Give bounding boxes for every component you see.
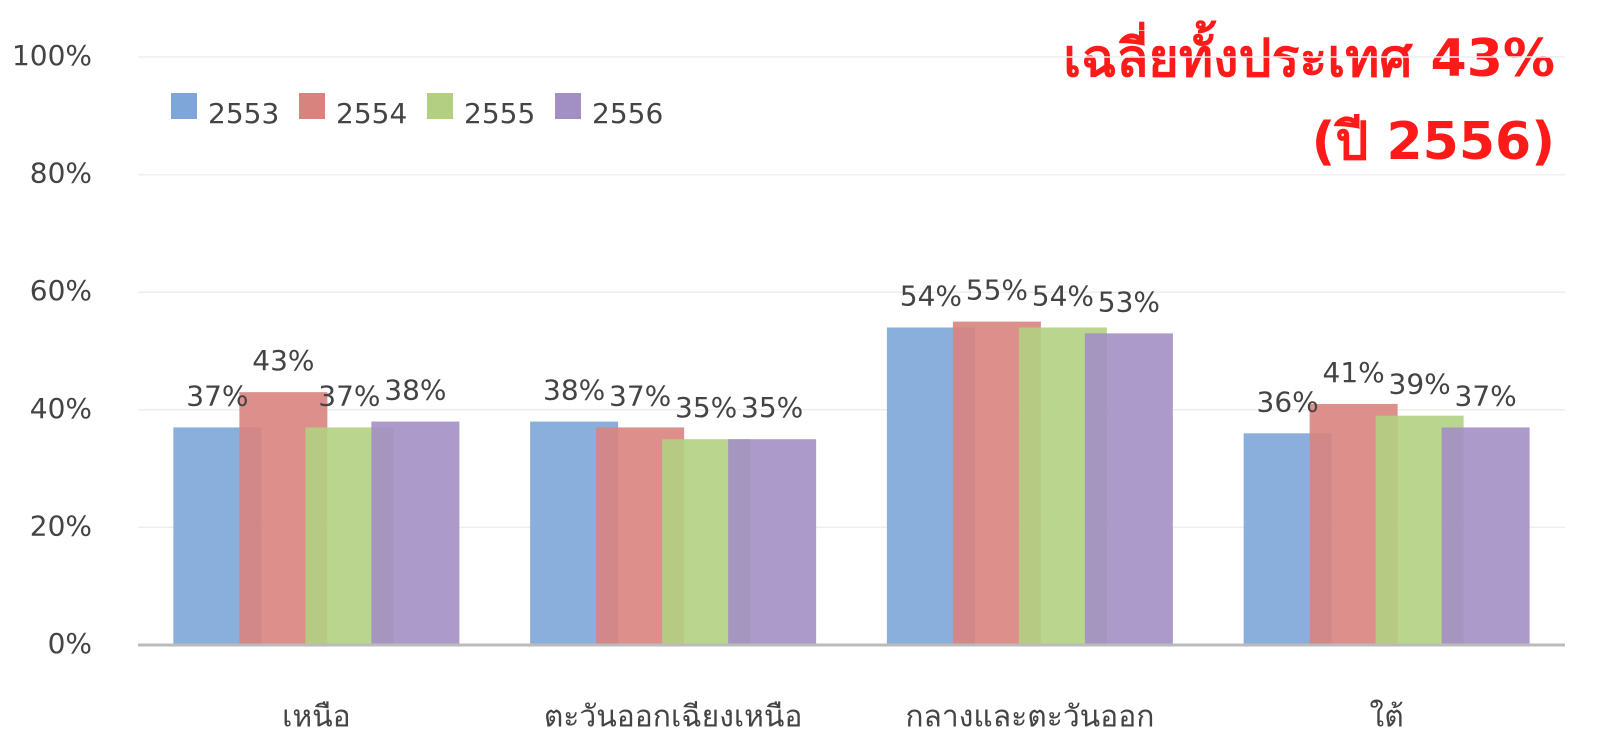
value-label: 43% bbox=[252, 344, 314, 377]
y-tick-label: 40% bbox=[30, 392, 92, 425]
bar bbox=[371, 421, 460, 645]
y-tick-label: 0% bbox=[48, 627, 92, 660]
legend-label: 2553 bbox=[208, 97, 279, 130]
legend-label: 2556 bbox=[592, 97, 663, 130]
value-label: 35% bbox=[741, 391, 803, 424]
annotation: เฉลี่ยทั้งประเทศ 43% bbox=[1063, 20, 1555, 89]
value-label: 53% bbox=[1098, 285, 1160, 318]
y-tick-label: 100% bbox=[12, 39, 92, 72]
x-tick-label: ใต้ bbox=[1370, 700, 1404, 735]
bar bbox=[1441, 427, 1530, 645]
value-label: 38% bbox=[384, 374, 446, 407]
x-tick-label: ตะวันออกเฉียงเหนือ bbox=[544, 700, 803, 735]
value-label: 35% bbox=[675, 391, 737, 424]
y-tick-label: 80% bbox=[30, 157, 92, 190]
bar bbox=[728, 439, 817, 645]
bar bbox=[1084, 333, 1173, 645]
legend-swatch bbox=[171, 93, 197, 119]
value-label: 41% bbox=[1323, 356, 1385, 389]
value-label: 55% bbox=[966, 274, 1028, 307]
x-tick-label: กลางและตะวันออก bbox=[905, 700, 1154, 735]
legend-label: 2554 bbox=[336, 97, 407, 130]
value-label: 38% bbox=[543, 374, 605, 407]
legend-label: 2555 bbox=[464, 97, 535, 130]
value-label: 37% bbox=[609, 379, 671, 412]
value-label: 37% bbox=[1455, 379, 1517, 412]
x-tick-label: เหนือ bbox=[282, 700, 351, 735]
value-label: 36% bbox=[1257, 385, 1319, 418]
legend-swatch bbox=[427, 93, 453, 119]
value-label: 37% bbox=[318, 379, 380, 412]
legend-swatch bbox=[555, 93, 581, 119]
annotation: (ปี 2556) bbox=[1312, 112, 1555, 172]
value-label: 37% bbox=[186, 379, 248, 412]
y-tick-label: 60% bbox=[30, 274, 92, 307]
value-label: 39% bbox=[1389, 368, 1451, 401]
value-label: 54% bbox=[900, 279, 962, 312]
y-tick-label: 20% bbox=[30, 509, 92, 542]
value-label: 54% bbox=[1032, 279, 1094, 312]
legend-swatch bbox=[299, 93, 325, 119]
